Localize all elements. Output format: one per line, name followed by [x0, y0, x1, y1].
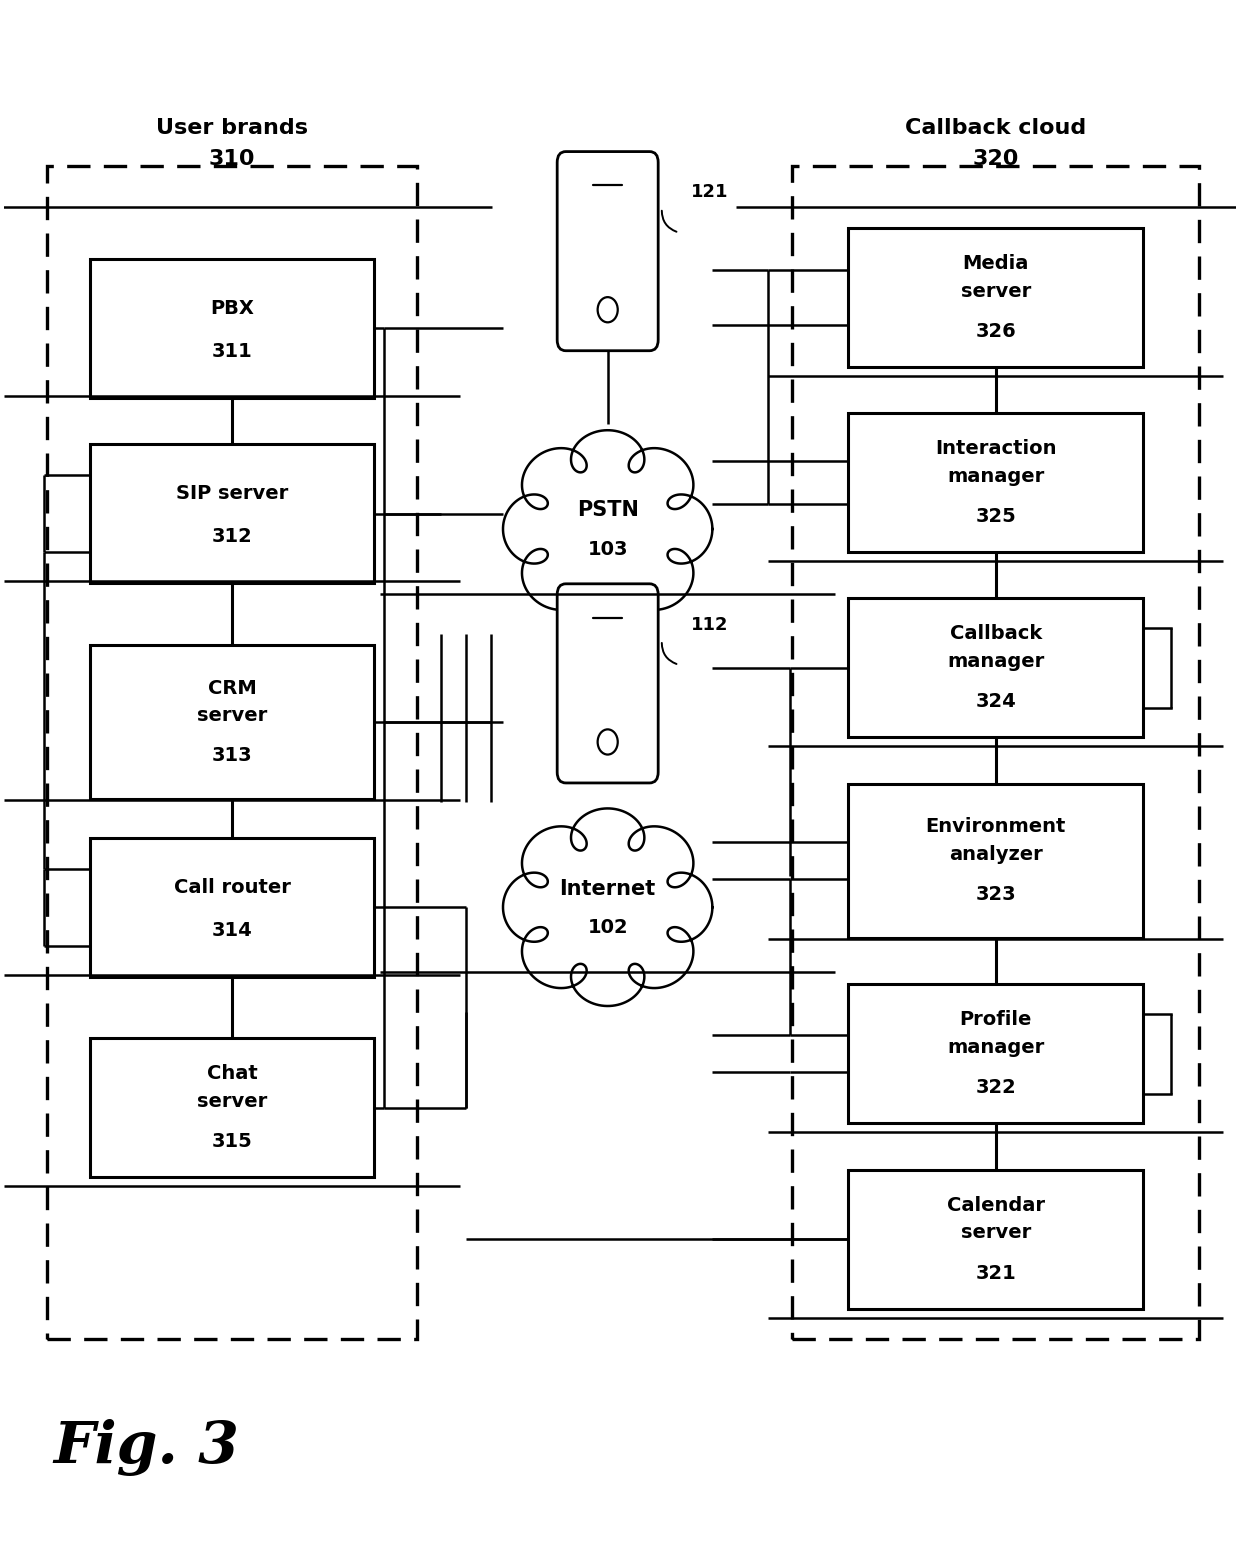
Text: 312: 312 [212, 528, 253, 546]
Text: 103: 103 [588, 540, 627, 559]
Text: analyzer: analyzer [949, 846, 1043, 864]
Text: Chat: Chat [207, 1065, 258, 1083]
Text: 314: 314 [212, 920, 253, 941]
FancyBboxPatch shape [848, 1170, 1143, 1308]
Text: 315: 315 [212, 1133, 253, 1152]
Text: Environment: Environment [925, 818, 1066, 837]
Text: CRM: CRM [207, 678, 257, 697]
Polygon shape [503, 809, 712, 1006]
FancyBboxPatch shape [91, 644, 373, 799]
FancyBboxPatch shape [848, 784, 1143, 937]
Text: 323: 323 [976, 885, 1016, 905]
Text: server: server [197, 706, 267, 725]
Text: 322: 322 [976, 1079, 1016, 1097]
Text: Interaction: Interaction [935, 439, 1056, 458]
Text: Profile: Profile [960, 1010, 1032, 1029]
Text: Call router: Call router [174, 877, 290, 897]
Text: manager: manager [947, 1038, 1044, 1057]
Text: manager: manager [947, 652, 1044, 672]
Text: 325: 325 [976, 508, 1016, 526]
Text: Callback cloud: Callback cloud [905, 118, 1086, 138]
Text: Media: Media [962, 255, 1029, 273]
Text: 112: 112 [692, 616, 729, 633]
Polygon shape [503, 430, 712, 629]
Text: PBX: PBX [210, 300, 254, 318]
FancyBboxPatch shape [848, 228, 1143, 366]
Text: Calendar: Calendar [946, 1195, 1044, 1215]
Text: manager: manager [947, 467, 1044, 486]
FancyBboxPatch shape [848, 413, 1143, 553]
Text: server: server [961, 1223, 1030, 1243]
FancyBboxPatch shape [848, 599, 1143, 737]
Text: Internet: Internet [559, 878, 656, 899]
Text: 311: 311 [212, 341, 253, 362]
Text: 313: 313 [212, 747, 252, 765]
Text: SIP server: SIP server [176, 484, 288, 503]
Text: server: server [197, 1093, 267, 1111]
Text: 102: 102 [588, 917, 627, 937]
FancyBboxPatch shape [91, 259, 373, 397]
FancyBboxPatch shape [848, 984, 1143, 1124]
FancyBboxPatch shape [91, 444, 373, 584]
Text: 310: 310 [208, 149, 255, 169]
Text: 121: 121 [692, 183, 729, 202]
FancyBboxPatch shape [557, 584, 658, 782]
Text: User brands: User brands [156, 118, 308, 138]
Text: 324: 324 [976, 692, 1016, 711]
FancyBboxPatch shape [91, 838, 373, 976]
Text: server: server [961, 282, 1030, 301]
FancyBboxPatch shape [557, 152, 658, 351]
Text: 321: 321 [976, 1263, 1016, 1282]
Text: Fig. 3: Fig. 3 [53, 1419, 239, 1476]
Text: 326: 326 [976, 321, 1016, 341]
Text: Callback: Callback [950, 624, 1042, 644]
Text: 320: 320 [972, 149, 1019, 169]
FancyBboxPatch shape [91, 1038, 373, 1178]
Text: PSTN: PSTN [577, 500, 639, 520]
